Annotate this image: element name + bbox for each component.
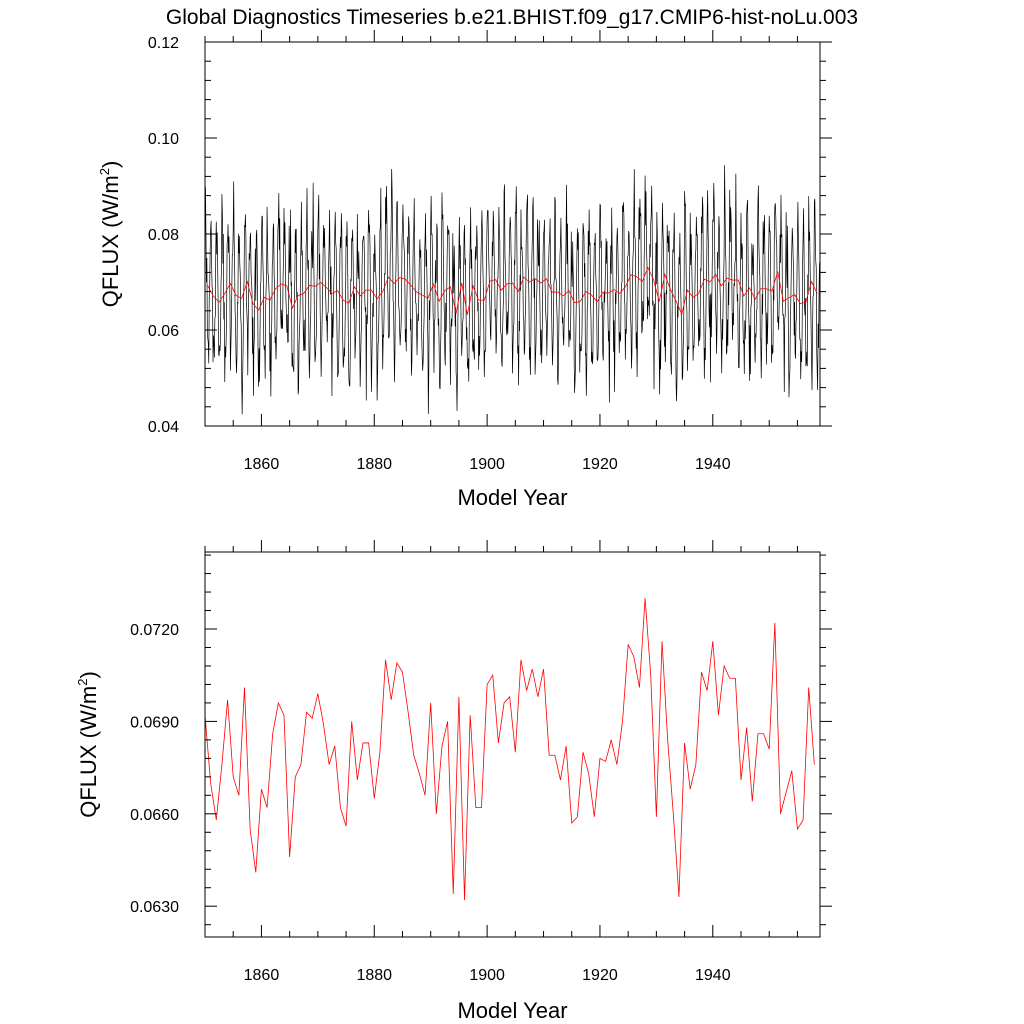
- series-annual-line: [207, 266, 818, 316]
- y-tick-label: 0.0660: [130, 807, 179, 824]
- x-tick-label: 1920: [582, 456, 618, 473]
- series-monthly-line: [205, 165, 820, 415]
- y-tick-label: 0.08: [148, 227, 179, 244]
- x-tick-label: 1940: [695, 967, 731, 984]
- x-tick-label: 1940: [695, 456, 731, 473]
- x-axis-label: Model Year: [457, 998, 567, 1023]
- x-tick-label: 1920: [582, 967, 618, 984]
- panel-bottom: 1860 1880 1900 1920 1940 0.0630 0.0660 0.0690 0.…: [75, 540, 832, 1023]
- x-tick-label: 1880: [356, 456, 392, 473]
- x-tick-label: 1880: [356, 967, 392, 984]
- plot-frame: [204, 551, 821, 938]
- series-annual-line: [205, 598, 815, 901]
- y-axis-label: QFLUX (W/m2): [97, 161, 123, 308]
- panel-top: 1860 1880 1900 1920 1940 0.04 0.06 0.08 0.10 0.12…: [97, 30, 832, 510]
- y-tick-label: 0.0720: [130, 622, 179, 639]
- x-tick-label: 1900: [469, 967, 505, 984]
- y-tick-label: 0.0690: [130, 714, 179, 731]
- x-axis-label: Model Year: [457, 485, 567, 510]
- x-tick-label: 1860: [244, 967, 280, 984]
- y-axis-label: QFLUX (W/m2): [75, 671, 101, 818]
- y-tick-label: 0.06: [148, 323, 179, 340]
- y-tick-label: 0.04: [148, 419, 179, 436]
- y-tick-label: 0.0630: [130, 899, 179, 916]
- x-tick-label: 1860: [244, 456, 280, 473]
- y-tick-label: 0.12: [148, 35, 179, 52]
- figure-title: Global Diagnostics Timeseries b.e21.BHIS…: [166, 6, 858, 29]
- y-tick-label: 0.10: [148, 131, 179, 148]
- x-tick-label: 1900: [469, 456, 505, 473]
